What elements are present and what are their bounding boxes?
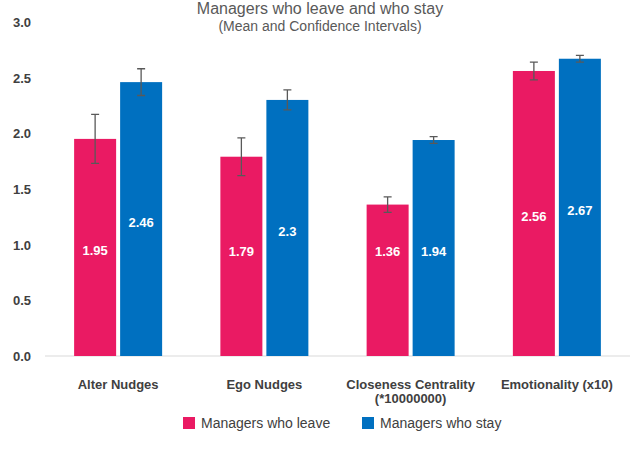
data-label: 1.94: [421, 244, 447, 259]
bar: [367, 205, 409, 356]
error-bar: [237, 138, 245, 176]
error-bar: [576, 55, 584, 62]
bar: [266, 100, 308, 356]
x-tick-label-line: Ego Nudges: [226, 377, 302, 392]
y-tick-label: 0.5: [13, 293, 31, 308]
x-tick-label-line: Closeness Centrality: [346, 377, 475, 392]
y-tick-label: 2.0: [13, 126, 31, 141]
x-tick-label-line: (*10000000): [375, 391, 447, 406]
error-bar: [384, 197, 392, 213]
bars: [74, 55, 601, 356]
title: Managers who leave and who stay: [197, 0, 443, 17]
legend-swatch: [183, 417, 195, 429]
legend-swatch: [362, 417, 374, 429]
legend-label: Managers who stay: [380, 415, 501, 431]
y-tick-label: 2.5: [13, 71, 31, 86]
bar: [120, 82, 162, 356]
x-tick-label-line: Alter Nudges: [78, 377, 159, 392]
x-tick-label: Alter Nudges: [78, 377, 159, 392]
bar: [413, 140, 455, 356]
error-bar: [430, 137, 438, 144]
error-bar: [530, 62, 538, 80]
y-tick-label: 3.0: [13, 15, 31, 30]
data-label: 2.46: [128, 215, 153, 230]
error-bar: [283, 90, 291, 110]
x-tick-label: Emotionality (x10): [501, 377, 613, 392]
error-bar: [137, 69, 145, 96]
y-tick-label: 1.5: [13, 182, 31, 197]
data-label: 2.67: [567, 203, 592, 218]
y-tick-label: 0.0: [13, 349, 31, 364]
legend: Managers who leave Managers who stay: [183, 415, 501, 431]
data-label: 2.3: [278, 224, 296, 239]
chart: Managers who leave and who stay(Mean and…: [0, 0, 640, 449]
y-axis-line: [45, 22, 46, 356]
error-bar: [91, 114, 99, 163]
bar: [559, 59, 601, 356]
x-tick-label-line: Emotionality (x10): [501, 377, 613, 392]
subtitle: (Mean and Confidence Intervals): [218, 18, 421, 34]
y-tick-label: 1.0: [13, 238, 31, 253]
bar: [513, 71, 555, 356]
x-tick-label: Ego Nudges: [226, 377, 302, 392]
data-label: 1.95: [82, 243, 107, 258]
data-labels: 1.95 1.79 1.36 2.56 2.46 2.3 1.94 2.67: [82, 203, 592, 259]
x-tick-label: Closeness Centrality(*10000000): [346, 377, 475, 406]
data-label: 1.36: [375, 244, 400, 259]
legend-label: Managers who leave: [201, 415, 330, 431]
data-label: 1.79: [229, 244, 254, 259]
data-label: 2.56: [521, 209, 546, 224]
bar: [220, 157, 262, 356]
bar: [74, 139, 116, 356]
